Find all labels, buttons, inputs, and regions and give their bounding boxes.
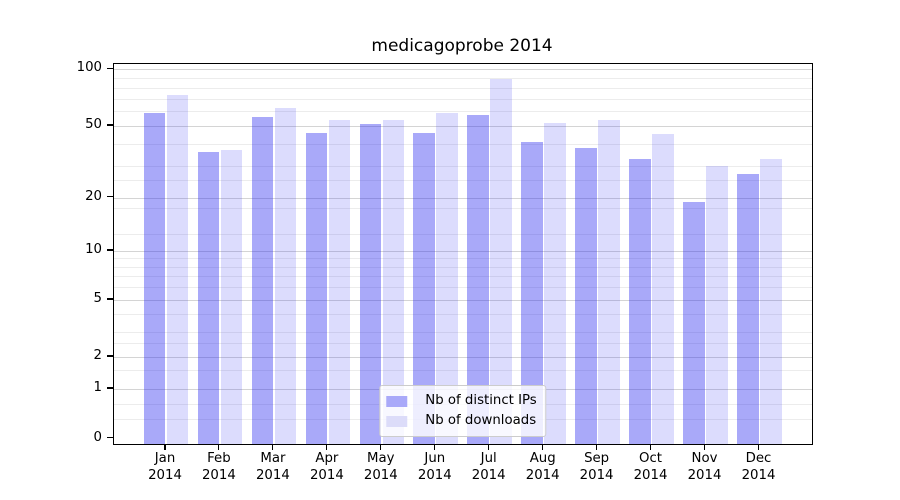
bar-jun-distinct-ips (413, 132, 435, 444)
x-tick-label-oct: Oct 2014 (633, 451, 668, 483)
bar-jul-distinct-ips (467, 115, 489, 444)
major-gridline (114, 69, 812, 71)
legend-swatch-distinct-ips (386, 395, 408, 407)
x-tick-label-jan: Jan 2014 (148, 451, 182, 483)
y-tick-mark (107, 196, 113, 198)
x-tick-label-apr: Apr 2014 (309, 451, 344, 483)
bar-feb-downloads (220, 149, 243, 444)
minor-gridline (114, 87, 812, 89)
x-tick-label-jun: Jun 2014 (417, 451, 452, 483)
x-tick-mark (757, 444, 760, 450)
minor-gridline (114, 266, 812, 268)
y-tick-mark (107, 355, 113, 357)
x-tick-label-sep: Sep 2014 (579, 451, 614, 483)
y-tick-mark (107, 436, 113, 439)
x-tick-mark (272, 444, 274, 450)
major-gridline (114, 357, 812, 358)
legend: Nb of distinct IPs Nb of downloads (379, 385, 547, 437)
bar-jan-downloads (166, 95, 189, 444)
plot-area: Nb of distinct IPs Nb of downloads (113, 63, 813, 445)
x-tick-label-jul: Jul 2014 (471, 451, 506, 483)
major-gridline (114, 197, 812, 199)
bar-may-downloads (382, 119, 405, 444)
x-tick-mark (218, 444, 220, 450)
y-tick-label: 0 (93, 429, 102, 445)
y-tick-label: 10 (85, 242, 102, 257)
minor-gridline (114, 343, 812, 345)
y-tick-mark (107, 298, 113, 300)
bar-sep-downloads (598, 119, 620, 444)
bar-dec-downloads (760, 158, 782, 444)
major-gridline (114, 300, 812, 301)
x-tick-label-nov: Nov 2014 (687, 451, 722, 483)
legend-row: Nb of distinct IPs (386, 391, 537, 411)
minor-gridline (114, 77, 812, 79)
x-tick-mark (434, 444, 436, 450)
bar-nov-distinct-ips (683, 201, 705, 444)
x-tick-mark (596, 444, 598, 450)
y-tick-label: 1 (93, 380, 102, 395)
x-tick-mark (488, 444, 490, 450)
minor-gridline (114, 143, 812, 145)
x-tick-mark (380, 444, 382, 450)
x-tick-mark (649, 444, 652, 450)
bar-mar-distinct-ips (251, 116, 274, 444)
x-tick-label-may: May 2014 (363, 451, 398, 483)
legend-swatch-downloads (386, 415, 408, 427)
minor-gridline (114, 370, 812, 372)
minor-gridline (114, 166, 812, 167)
bar-apr-downloads (328, 119, 351, 444)
bar-dec-distinct-ips (737, 174, 759, 444)
y-tick-mark (107, 67, 113, 69)
bar-feb-distinct-ips (197, 151, 220, 444)
minor-gridline (114, 233, 812, 235)
y-tick-mark (107, 387, 113, 389)
x-tick-label-mar: Mar 2014 (255, 451, 290, 483)
major-gridline (114, 251, 812, 252)
legend-label: Nb of distinct IPs (425, 393, 537, 408)
bar-oct-distinct-ips (629, 158, 651, 444)
bar-oct-downloads (652, 134, 674, 444)
chart-title: medicagoprobe 2014 (371, 36, 553, 56)
x-tick-mark (703, 444, 706, 450)
minor-gridline (114, 276, 812, 278)
minor-gridline (114, 331, 812, 333)
y-tick-mark (107, 249, 113, 251)
bar-may-distinct-ips (359, 124, 382, 444)
minor-gridline (114, 287, 812, 289)
minor-gridline (114, 258, 812, 260)
x-tick-label-aug: Aug 2014 (525, 451, 560, 483)
bar-mar-downloads (274, 108, 297, 444)
y-tick-label: 20 (85, 188, 102, 204)
minor-gridline (114, 98, 812, 100)
y-tick-label: 2 (93, 348, 102, 363)
y-tick-label: 50 (85, 117, 102, 132)
y-tick-label: 100 (76, 60, 102, 76)
bar-aug-downloads (544, 122, 566, 444)
bar-apr-distinct-ips (305, 132, 328, 444)
minor-gridline (114, 208, 812, 209)
bar-jun-downloads (436, 112, 458, 444)
bar-jul-downloads (490, 78, 512, 444)
y-tick-mark (107, 124, 113, 126)
minor-gridline (114, 180, 812, 182)
x-tick-mark (326, 444, 328, 450)
bar-jan-distinct-ips (143, 112, 166, 444)
minor-gridline (114, 313, 812, 315)
x-tick-label-feb: Feb 2014 (201, 451, 236, 483)
x-tick-label-dec: Dec 2014 (741, 451, 776, 483)
minor-gridline (114, 111, 812, 113)
legend-label: Nb of downloads (425, 413, 537, 428)
legend-row: Nb of downloads (386, 411, 536, 431)
bar-aug-distinct-ips (521, 141, 543, 444)
major-gridline (114, 126, 812, 127)
x-tick-mark (164, 444, 166, 450)
y-tick-label: 5 (93, 291, 102, 306)
bar-nov-downloads (706, 166, 728, 444)
bar-sep-distinct-ips (575, 147, 597, 444)
x-tick-mark (542, 444, 544, 450)
